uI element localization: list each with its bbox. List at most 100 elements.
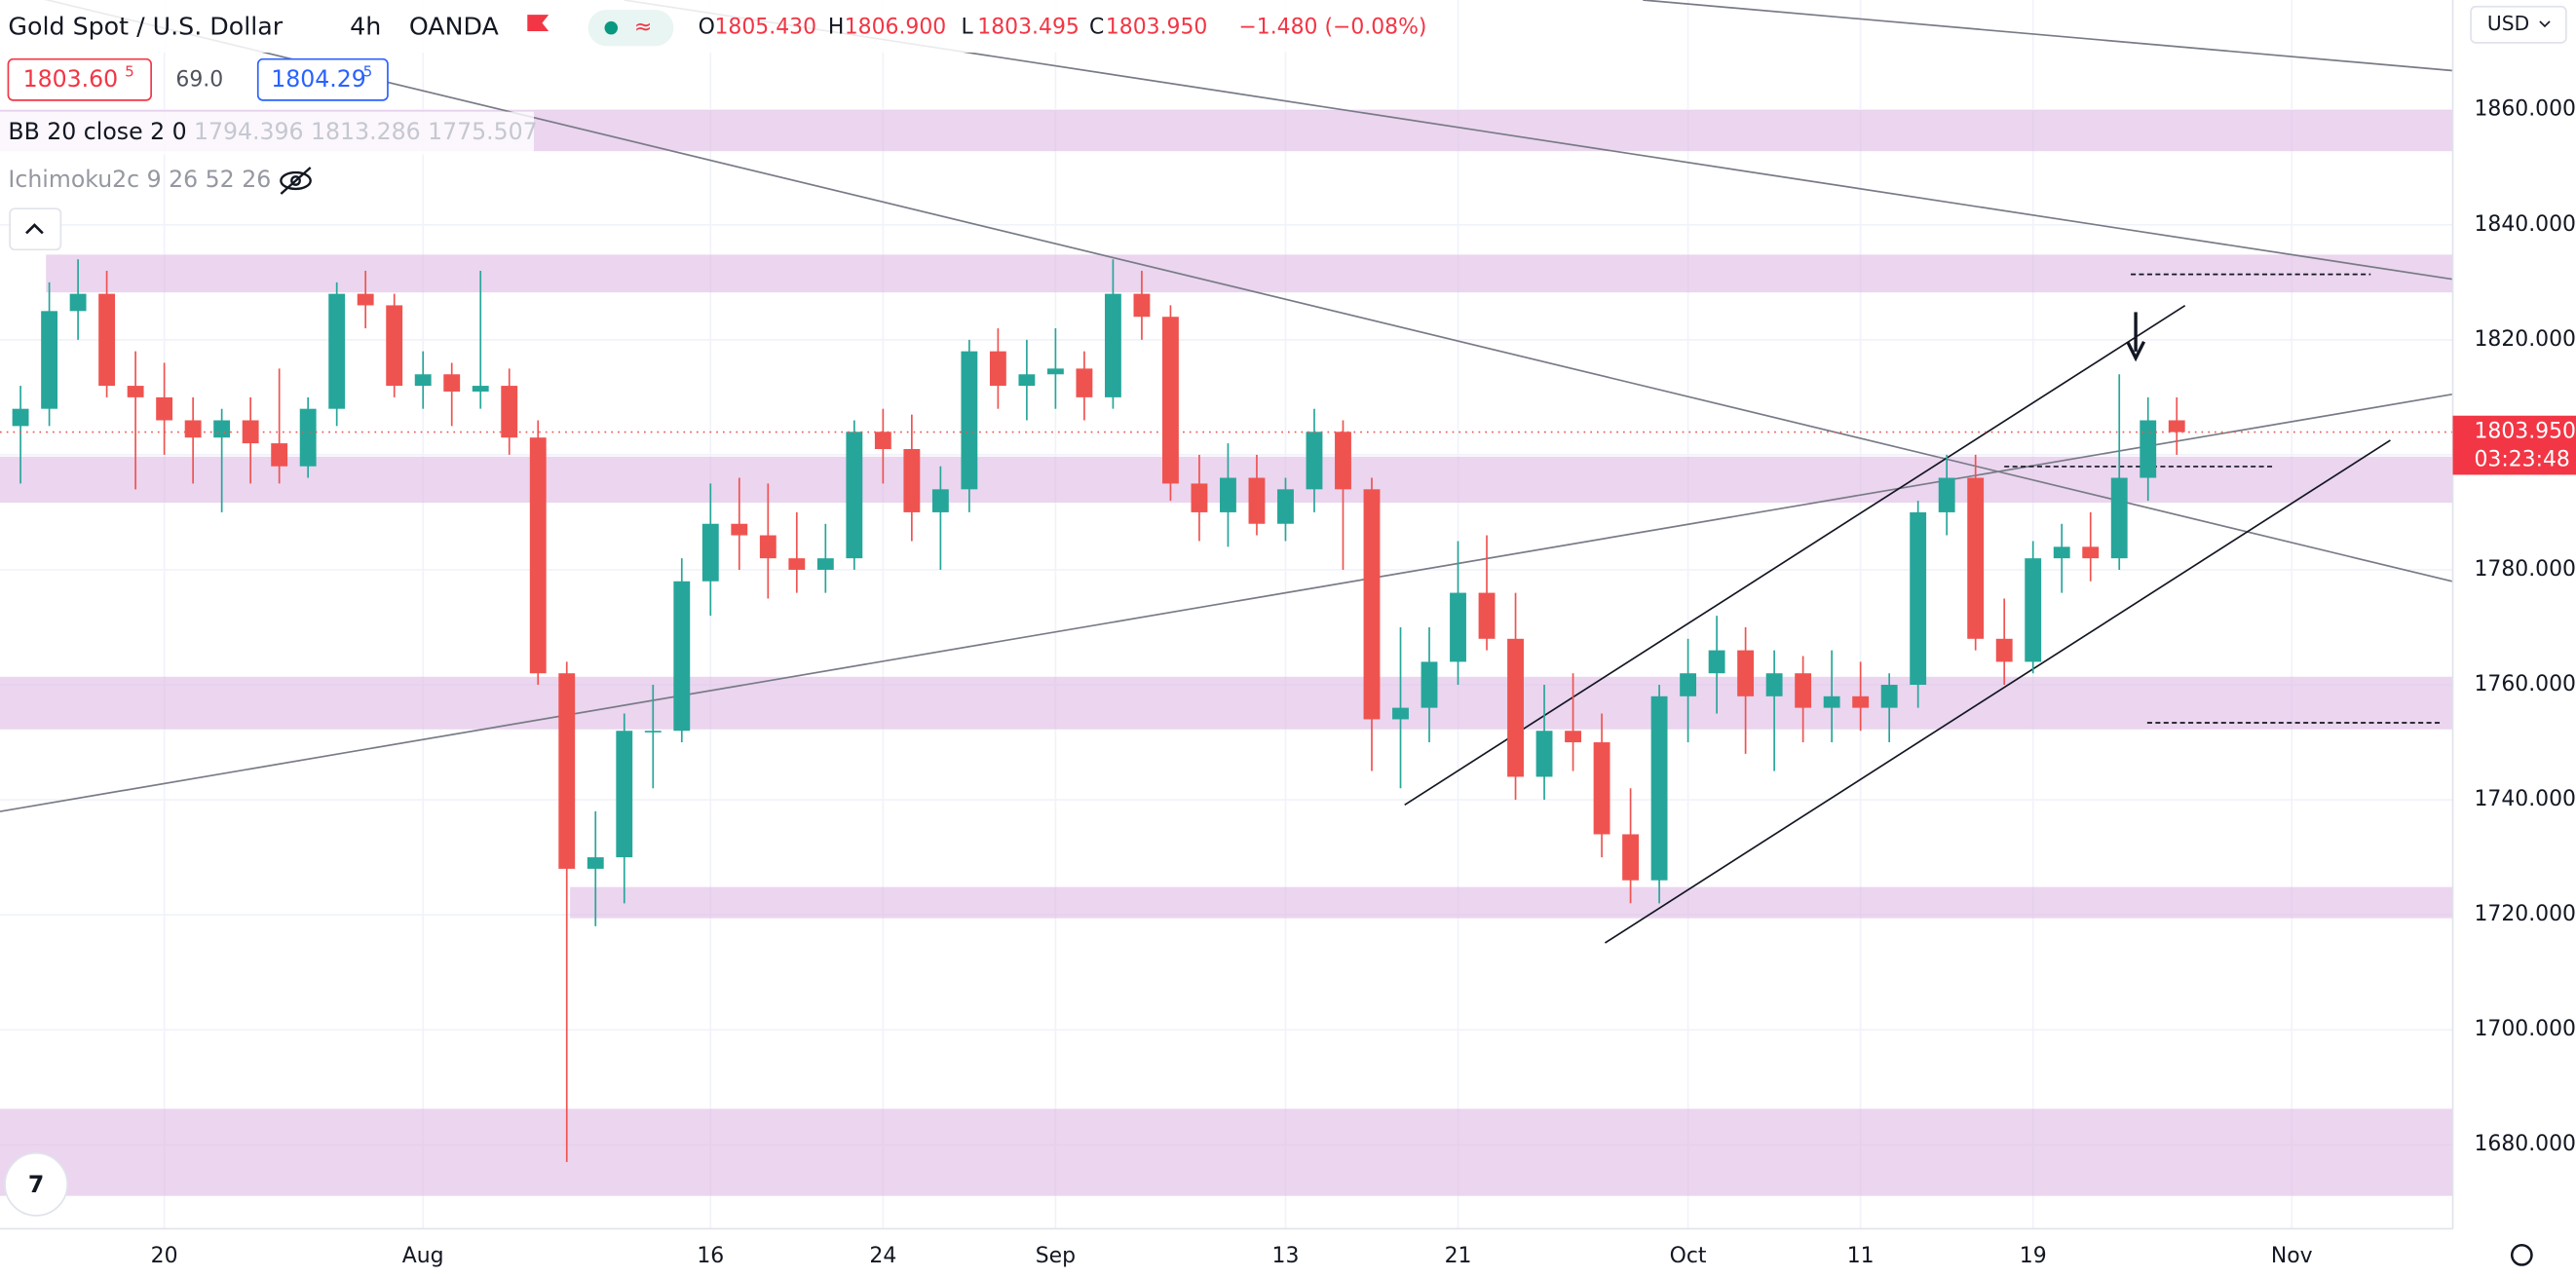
zone: [46, 254, 2453, 293]
buy-price: 1804.29: [271, 65, 366, 93]
candle-body: [2140, 420, 2157, 478]
candle-body: [1938, 477, 1955, 512]
candle-body: [1880, 685, 1898, 708]
trend-line: [1643, 0, 2453, 72]
y-tick-label: 1760.000: [2474, 672, 2576, 696]
candle-body: [1593, 742, 1610, 835]
last-price-box: [2452, 415, 2576, 475]
candle-body: [156, 396, 173, 421]
candle-body: [673, 581, 691, 732]
candle-body: [816, 558, 834, 570]
candle-body: [1277, 489, 1294, 524]
logo[interactable]: [4, 1151, 68, 1217]
channel-line: [1604, 439, 2391, 944]
y-tick-label: 1720.000: [2474, 902, 2576, 926]
candle-body: [357, 293, 374, 306]
y-tick-label: 1840.000: [2474, 212, 2576, 237]
candle-body: [1765, 673, 1783, 696]
collapse-button[interactable]: [9, 207, 62, 251]
candle-body: [759, 535, 777, 559]
candle-body: [903, 449, 921, 512]
arrow-head: [2126, 341, 2146, 362]
candle-body: [931, 489, 949, 512]
source: OANDA: [409, 13, 500, 41]
candle-body: [1392, 707, 1409, 720]
candle-body: [386, 305, 403, 387]
currency-button[interactable]: [2470, 5, 2567, 44]
logo-mark: 𝟳: [28, 1171, 44, 1198]
x-tick-label: Aug: [402, 1244, 444, 1268]
candle-body: [1910, 511, 1927, 686]
indicator-values: 1794.396 1813.286 1775.507: [194, 118, 538, 145]
candle-body: [271, 443, 288, 467]
indicator-bg: [0, 111, 535, 155]
ohlc-key: L: [961, 16, 973, 40]
candle-body: [1478, 592, 1496, 639]
flag-icon[interactable]: [527, 15, 549, 32]
candle-body: [98, 293, 116, 387]
settings-icon[interactable]: [2510, 1244, 2533, 1266]
ohlc-key: C: [1089, 16, 1104, 40]
ohlc-value: 1805.430: [715, 16, 817, 40]
zones: [0, 109, 2453, 1196]
candle-body: [1507, 638, 1524, 777]
indicator-name: Ichimoku2c 9 26 52 26: [8, 166, 271, 193]
candle-body: [1220, 477, 1236, 512]
x-tick-label: 16: [697, 1244, 724, 1268]
x-tick-label: 19: [2020, 1244, 2047, 1268]
candles: [0, 259, 2453, 1162]
candle-body: [1565, 731, 1581, 743]
price-axis: [2452, 0, 2576, 1278]
collapse-icon: [25, 223, 44, 235]
currency: USD: [2487, 12, 2529, 35]
candle-body: [1967, 477, 1985, 639]
candle-body: [1104, 293, 1121, 397]
indicator-name: BB 20 close 2 0: [8, 118, 186, 145]
time-axis: [0, 1228, 2576, 1278]
header-bg: [0, 0, 1414, 53]
candle-body: [989, 351, 1006, 387]
candle-body: [1535, 731, 1553, 777]
candle-body: [472, 386, 489, 392]
ohlc-key: O: [699, 16, 715, 40]
interval: 4h: [350, 13, 381, 41]
candle-body: [701, 523, 719, 582]
candle-body: [328, 293, 346, 409]
candle-body: [1421, 661, 1438, 708]
y-tick-label: 1860.000: [2474, 97, 2576, 122]
candle-body: [443, 374, 461, 392]
x-tick-label: Nov: [2271, 1244, 2313, 1268]
x-tick-label: 20: [151, 1244, 178, 1268]
ohlc-legend: O 1805.430 H 1806.900 L 1803.495 C 1803.950: [699, 16, 1208, 40]
candle-body: [1823, 695, 1840, 708]
candle-body: [961, 351, 978, 490]
sell-button[interactable]: [7, 57, 152, 101]
candle-body: [1335, 432, 1351, 490]
candle-body: [1995, 638, 2013, 662]
symbol-title: Gold Spot / U.S. Dollar: [8, 13, 283, 41]
y-tick-label: 1680.000: [2474, 1132, 2576, 1156]
candle-body: [2082, 546, 2100, 559]
candle-body: [69, 293, 87, 312]
y-tick-label: 1780.000: [2474, 557, 2576, 582]
buy-button[interactable]: [256, 57, 389, 101]
axes: 1680.000 1700.000 1720.000 1740.000 1760.000…: [151, 97, 2576, 1268]
y-tick-label: 1820.000: [2474, 327, 2576, 352]
candle-body: [12, 408, 29, 427]
candle-body: [41, 311, 58, 409]
x-tick-label: 21: [1445, 1244, 1472, 1268]
channel-line: [1404, 304, 2186, 807]
sell-pip: 5: [125, 63, 134, 81]
currency-caret: [2539, 20, 2551, 28]
zone: [0, 1109, 2453, 1196]
x-tick-label: 13: [1272, 1244, 1300, 1268]
hide-icon[interactable]: [280, 167, 312, 195]
buy-pip: 5: [363, 63, 373, 81]
ohlc-value: 1803.950: [1106, 16, 1208, 40]
candle-body: [1363, 489, 1381, 720]
ohlc-key: H: [828, 16, 844, 40]
candle-body: [1133, 293, 1151, 318]
candle-body: [1737, 650, 1755, 696]
